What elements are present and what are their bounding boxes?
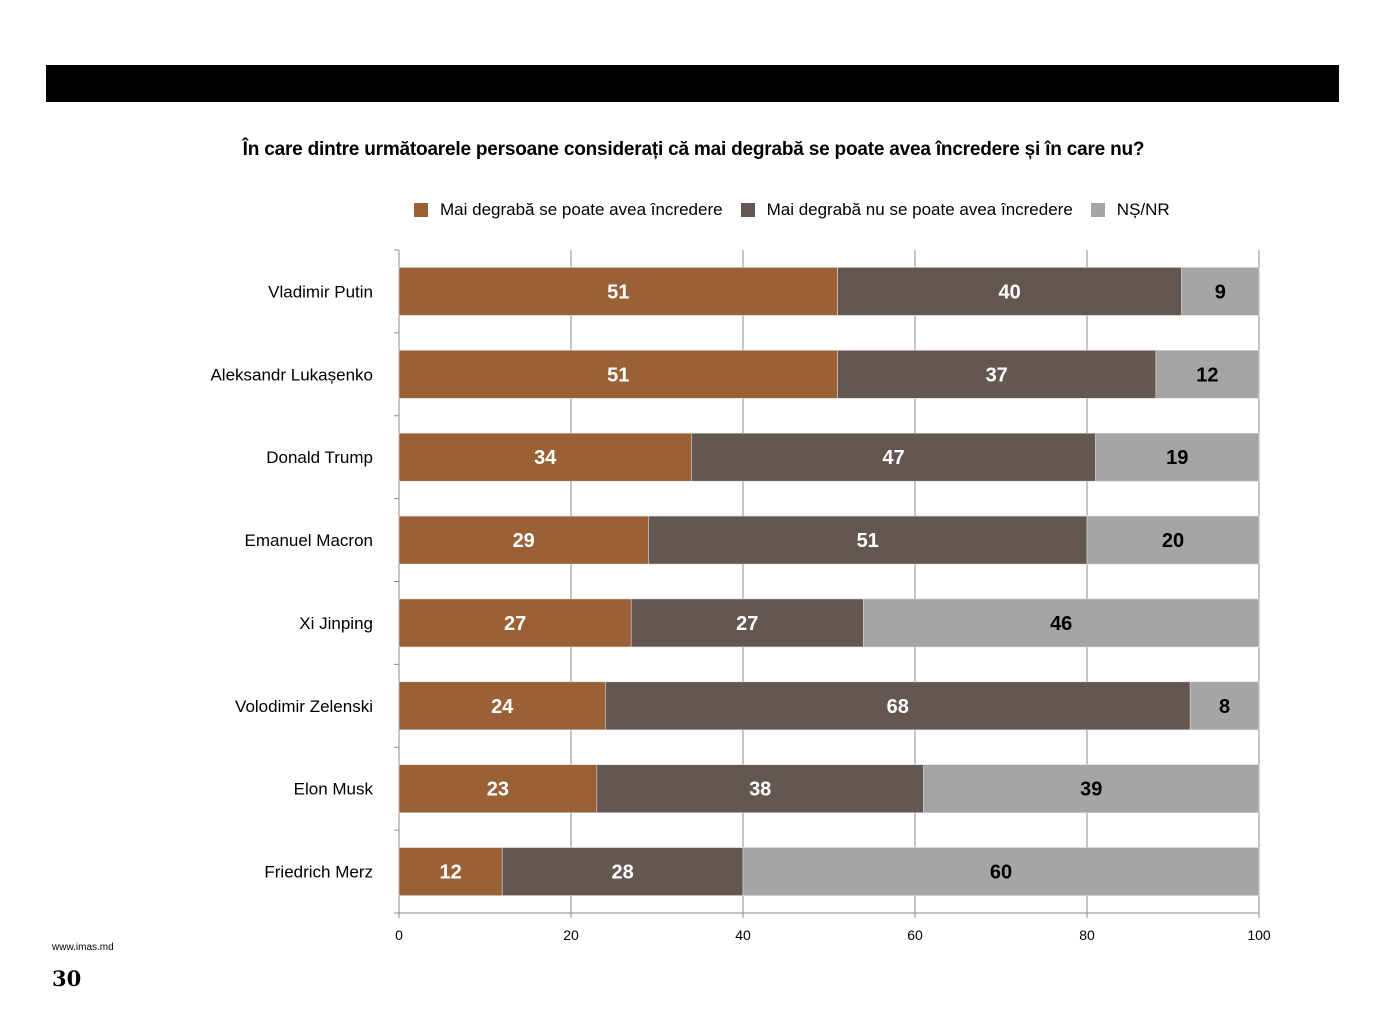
data-label: 28 bbox=[611, 862, 633, 884]
category-label: Elon Musk bbox=[294, 780, 374, 799]
bar-segment-trust bbox=[398, 598, 632, 648]
category-label: Friedrich Merz bbox=[264, 863, 373, 882]
category-label: Xi Jinping bbox=[299, 614, 373, 633]
data-label: 24 bbox=[491, 696, 514, 718]
bar-segment-trust bbox=[398, 267, 838, 316]
data-label: 27 bbox=[504, 613, 526, 635]
category-label: Volodimir Zelenski bbox=[235, 697, 373, 716]
legend-swatch-distrust bbox=[740, 203, 755, 217]
bar-segment-dk-na bbox=[1189, 681, 1260, 731]
data-label: 39 bbox=[1080, 779, 1102, 801]
data-label: 12 bbox=[439, 862, 461, 884]
bar-segment-distrust bbox=[596, 764, 924, 813]
data-label: 68 bbox=[887, 696, 909, 718]
bar-segment-dk-na bbox=[1181, 267, 1260, 316]
data-label: 51 bbox=[607, 364, 629, 386]
legend-item-trust: Mai degrabă se poate avea încredere bbox=[414, 200, 723, 220]
data-label: 38 bbox=[749, 779, 771, 801]
bar-segment-distrust bbox=[501, 847, 744, 896]
bar-segment-distrust bbox=[605, 681, 1191, 731]
bar-segment-trust bbox=[398, 350, 838, 399]
x-tick-label: 60 bbox=[907, 927, 923, 943]
footer-url: www.imas.md bbox=[52, 942, 114, 953]
bar-segment-dk-na bbox=[742, 847, 1260, 896]
data-label: 12 bbox=[1196, 364, 1218, 386]
data-label: 19 bbox=[1166, 447, 1188, 469]
category-label: Emanuel Macron bbox=[244, 531, 373, 550]
bar-segment-distrust bbox=[648, 515, 1088, 565]
bar-segment-distrust bbox=[630, 598, 864, 648]
chart-legend: Mai degrabă se poate avea încredere Mai … bbox=[414, 200, 1188, 220]
data-label: 8 bbox=[1219, 696, 1230, 718]
data-label: 20 bbox=[1162, 530, 1184, 552]
data-label: 27 bbox=[736, 613, 758, 635]
data-label: 9 bbox=[1215, 281, 1226, 303]
header-bar bbox=[46, 65, 1339, 102]
bar-segment-trust bbox=[398, 515, 649, 565]
data-label: 40 bbox=[998, 281, 1020, 303]
data-label: 23 bbox=[487, 779, 509, 801]
data-label: 47 bbox=[882, 447, 904, 469]
bar-segment-distrust bbox=[837, 350, 1157, 399]
bar-segment-trust bbox=[398, 764, 598, 813]
bar-segment-dk-na bbox=[863, 598, 1260, 648]
legend-item-distrust: Mai degrabă nu se poate avea încredere bbox=[740, 200, 1073, 220]
x-tick-label: 0 bbox=[395, 927, 403, 943]
legend-label-dk-na: NȘ/NR bbox=[1116, 200, 1170, 219]
bar-segment-trust bbox=[398, 432, 692, 482]
bar-segment-dk-na bbox=[923, 764, 1260, 813]
x-tick-label: 20 bbox=[563, 927, 579, 943]
bar-segment-dk-na bbox=[1155, 350, 1260, 399]
data-label: 51 bbox=[857, 530, 879, 552]
x-tick-label: 100 bbox=[1247, 927, 1271, 943]
data-label: 29 bbox=[513, 530, 535, 552]
bar-segment-distrust bbox=[837, 267, 1182, 316]
legend-label-trust: Mai degrabă se poate avea încredere bbox=[440, 200, 723, 219]
bar-segment-dk-na bbox=[1095, 432, 1260, 482]
page-number: 30 bbox=[52, 966, 82, 991]
data-label: 34 bbox=[534, 447, 557, 469]
chart-title: În care dintre următoarele persoane cons… bbox=[242, 139, 1145, 160]
legend-swatch-trust bbox=[414, 203, 428, 217]
data-label: 37 bbox=[986, 364, 1008, 386]
category-label: Vladimir Putin bbox=[268, 282, 373, 301]
data-label: 51 bbox=[607, 281, 629, 303]
x-tick-label: 40 bbox=[735, 927, 751, 943]
bar-segment-trust bbox=[398, 681, 606, 731]
bar-segment-trust bbox=[398, 847, 503, 896]
legend-item-dk-na: NȘ/NR bbox=[1090, 200, 1170, 220]
data-label: 60 bbox=[990, 862, 1012, 884]
category-label: Aleksandr Lukașenko bbox=[210, 365, 373, 384]
legend-swatch-dk-na bbox=[1090, 203, 1105, 217]
category-label: Donald Trump bbox=[266, 448, 373, 467]
legend-label-distrust: Mai degrabă nu se poate avea încredere bbox=[766, 200, 1073, 219]
data-label: 46 bbox=[1050, 613, 1072, 635]
bar-segment-dk-na bbox=[1086, 515, 1260, 565]
x-tick-label: 80 bbox=[1079, 927, 1095, 943]
bar-segment-distrust bbox=[691, 432, 1096, 482]
